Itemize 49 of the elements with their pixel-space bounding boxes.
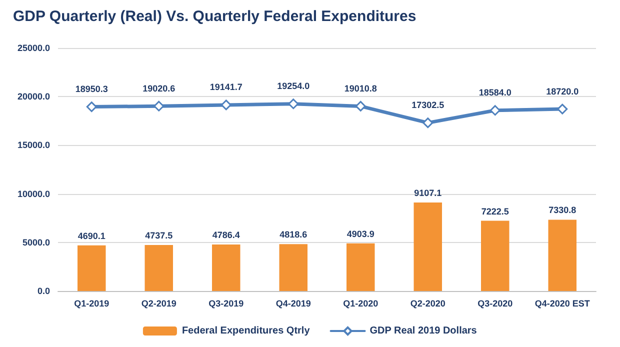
legend-label: Federal Expenditures Qtrly	[182, 326, 310, 336]
point	[288, 98, 299, 110]
data-label: 7330.8	[548, 205, 576, 216]
data-label: 19141.7	[210, 82, 242, 92]
point	[422, 118, 434, 128]
legend-label: GDP Real 2019 Dollars	[370, 326, 478, 336]
data-label: 17302.5	[412, 100, 444, 110]
point	[490, 105, 500, 116]
x-tick-label: Q4-2020 EST	[534, 298, 590, 308]
chart-title: GDP Quarterly (Real) Vs. Quarterly Federal Expenditures	[13, 8, 416, 25]
data-label: 4903.9	[346, 228, 374, 239]
data-label: 7222.5	[481, 206, 509, 216]
y-tick-label: 0.0	[37, 286, 50, 296]
data-label: 19020.6	[142, 83, 176, 94]
x-tick-label: Q1-2019	[74, 298, 110, 308]
bar	[414, 202, 442, 291]
y-tick-label: 15000.0	[17, 140, 50, 150]
point	[355, 100, 366, 112]
bar	[346, 243, 375, 291]
bar	[144, 244, 173, 291]
x-tick-label: Q2-2019	[141, 298, 176, 308]
x-tick-label: Q3-2020	[478, 298, 513, 308]
point	[557, 104, 568, 114]
data-label: 4818.6	[280, 230, 308, 240]
data-label: 4690.1	[78, 230, 106, 241]
x-tick-label: Q3-2019	[208, 298, 244, 308]
bar	[279, 244, 308, 291]
x-tick-label: Q2-2020	[410, 298, 446, 308]
point	[86, 102, 97, 112]
point	[220, 100, 232, 110]
data-label: 18584.0	[478, 88, 512, 98]
bar	[481, 220, 510, 291]
data-label: 19010.8	[344, 83, 377, 94]
y-tick-label: 25000.0	[17, 43, 50, 53]
y-tick-label: 10000.0	[17, 188, 50, 199]
data-label: 4737.5	[145, 230, 173, 240]
data-label: 9107.1	[414, 188, 442, 198]
bar	[212, 244, 240, 291]
data-label: 4786.4	[212, 230, 240, 240]
bar	[548, 220, 576, 291]
x-tick-label: Q4-2019	[276, 298, 311, 308]
y-tick-label: 20000.0	[17, 92, 50, 102]
data-label: 18720.0	[546, 86, 579, 96]
data-label: 19254.0	[277, 81, 310, 92]
data-label: 18950.3	[75, 84, 108, 94]
y-tick-label: 5000.0	[22, 237, 50, 248]
point	[154, 100, 164, 112]
bar	[78, 245, 106, 291]
x-tick-label: Q1-2020	[343, 298, 378, 308]
